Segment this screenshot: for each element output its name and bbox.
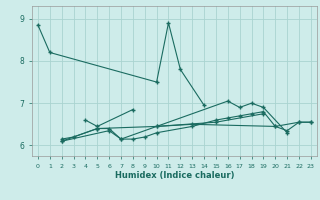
X-axis label: Humidex (Indice chaleur): Humidex (Indice chaleur)	[115, 171, 234, 180]
